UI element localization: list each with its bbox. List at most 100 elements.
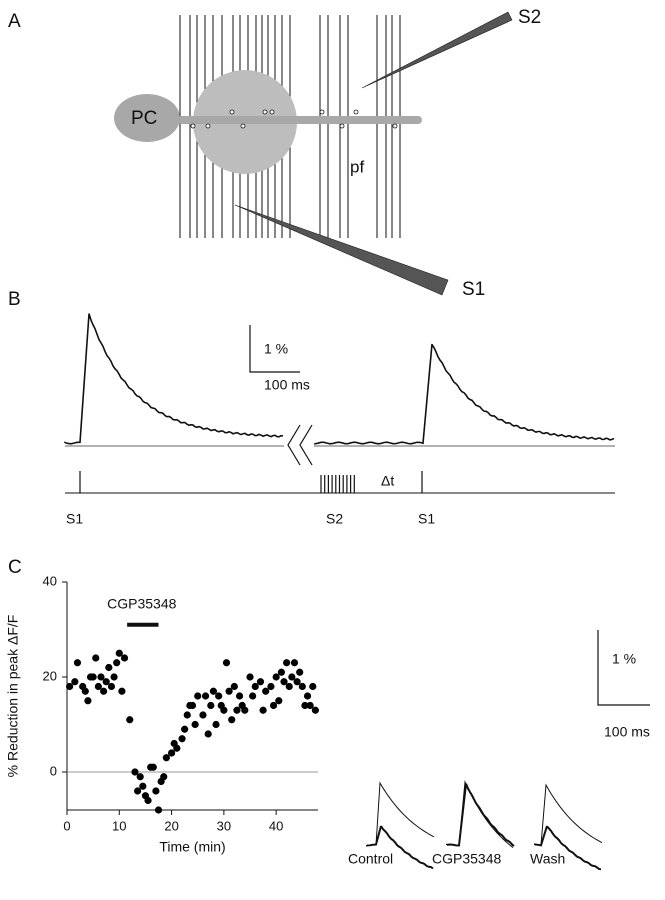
scatter-chart: 0 20 40 0 10 20 30 40 Time (min) % Reduction in p… — [5, 573, 319, 855]
point — [309, 682, 317, 691]
point — [199, 711, 207, 719]
point — [120, 654, 129, 662]
point — [249, 692, 257, 700]
point — [173, 744, 181, 752]
scale-label: 100 ms — [264, 377, 310, 393]
x-tick-label: 0 — [63, 818, 70, 833]
point — [92, 654, 100, 662]
condition-label: Control — [348, 851, 393, 867]
trace — [64, 313, 284, 445]
x-tick-label: 20 — [164, 818, 178, 833]
point — [160, 773, 168, 781]
point — [136, 773, 144, 781]
point — [118, 687, 126, 695]
panel-label: C — [8, 557, 22, 578]
fiber-label: pf — [350, 157, 364, 176]
condition-label: Wash — [530, 851, 565, 867]
point — [267, 682, 275, 691]
point — [207, 701, 215, 710]
point — [272, 673, 280, 681]
point — [204, 730, 212, 738]
point — [212, 720, 220, 729]
x-tick-label: 40 — [269, 818, 283, 833]
point — [311, 706, 319, 714]
point — [94, 682, 102, 691]
stim-ticks — [79, 471, 423, 493]
point — [102, 678, 110, 686]
point — [81, 687, 89, 695]
point — [241, 706, 249, 714]
scale-bar — [597, 630, 650, 706]
point — [97, 673, 105, 681]
point — [262, 687, 270, 695]
point — [251, 682, 259, 691]
trace — [534, 825, 602, 871]
cell-label: PC — [131, 108, 157, 129]
point — [89, 673, 97, 681]
point — [233, 706, 241, 714]
point — [306, 701, 314, 710]
point — [113, 659, 121, 667]
electrode — [361, 11, 513, 89]
point — [194, 692, 202, 700]
point — [188, 701, 197, 710]
point — [167, 749, 176, 757]
point — [183, 711, 191, 719]
scale-label: 100 ms — [604, 724, 650, 740]
y-tick-label: 0 — [50, 763, 57, 778]
scale-bar — [249, 325, 300, 373]
point — [230, 682, 238, 691]
x-tick-label: 30 — [217, 818, 231, 833]
point — [228, 716, 236, 724]
electrode-label: S1 — [462, 279, 485, 300]
point — [149, 763, 157, 771]
point — [84, 697, 92, 705]
cell-body — [114, 94, 180, 142]
point — [71, 678, 79, 686]
axis-break — [284, 425, 314, 465]
point — [178, 735, 186, 743]
panel-label: A — [8, 11, 21, 32]
y-tick-label: 20 — [43, 668, 57, 683]
point — [275, 697, 283, 705]
x-tick-label: 10 — [112, 818, 126, 833]
point — [144, 796, 152, 805]
point — [100, 687, 108, 695]
electrode — [234, 204, 449, 296]
trace — [314, 343, 615, 445]
point — [152, 787, 160, 795]
point — [222, 659, 231, 667]
point — [283, 659, 291, 667]
point — [296, 668, 304, 676]
point — [288, 673, 296, 681]
point — [209, 687, 218, 695]
electrode-label: S2 — [518, 7, 541, 28]
panel-label: B — [8, 289, 21, 310]
point — [66, 682, 74, 691]
point — [126, 716, 134, 724]
point — [256, 678, 265, 686]
point — [154, 806, 163, 814]
axis-break — [287, 424, 313, 466]
stim-label: S1 — [66, 511, 83, 527]
point — [115, 649, 123, 657]
point — [201, 692, 210, 700]
point — [105, 663, 113, 672]
point — [301, 701, 309, 710]
annotation: CGP35348 — [107, 595, 176, 611]
point — [133, 787, 142, 795]
point — [235, 692, 244, 700]
point — [303, 692, 312, 700]
point — [246, 673, 254, 681]
point — [162, 754, 170, 762]
traces — [64, 313, 615, 445]
point — [181, 725, 189, 733]
point — [225, 687, 233, 695]
point — [298, 682, 306, 691]
x-axis-label: Time (min) — [159, 839, 225, 855]
traces — [366, 780, 603, 871]
dendrite — [178, 116, 422, 124]
point — [215, 692, 223, 700]
y-tick-label: 40 — [43, 573, 57, 588]
